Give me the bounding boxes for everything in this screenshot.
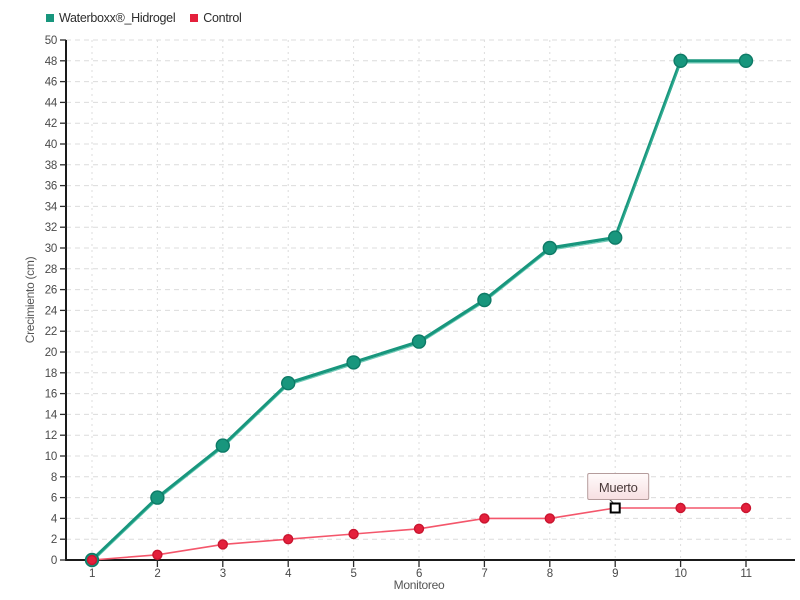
data-point bbox=[281, 376, 296, 391]
x-tick-label: 10 bbox=[674, 568, 686, 580]
y-tick-label: 28 bbox=[45, 264, 57, 276]
data-point bbox=[544, 513, 555, 524]
annotation-label: Muerto bbox=[599, 480, 638, 495]
y-tick-label: 12 bbox=[45, 430, 57, 442]
x-tick-label: 9 bbox=[612, 568, 618, 580]
data-point bbox=[217, 539, 229, 550]
x-tick-label: 4 bbox=[285, 568, 292, 580]
y-tick-label: 30 bbox=[45, 243, 57, 255]
waterboxx-hidrogel-legend-label: Waterboxx®_Hidrogel bbox=[59, 11, 176, 25]
y-tick-label: 32 bbox=[45, 222, 57, 234]
data-point bbox=[150, 490, 165, 505]
data-point bbox=[411, 334, 427, 349]
y-tick-label: 20 bbox=[45, 347, 57, 359]
y-tick-label: 10 bbox=[45, 451, 57, 463]
y-tick-label: 6 bbox=[51, 493, 57, 505]
x-tick-label: 5 bbox=[351, 568, 357, 580]
data-point bbox=[608, 230, 623, 245]
data-point bbox=[675, 502, 686, 514]
data-point bbox=[479, 513, 490, 524]
y-tick-label: 4 bbox=[51, 513, 58, 525]
y-tick-label: 8 bbox=[51, 472, 57, 484]
x-tick-label: 7 bbox=[481, 568, 487, 580]
data-point bbox=[477, 292, 492, 308]
y-tick-label: 50 bbox=[45, 35, 57, 47]
control-swatch-icon bbox=[190, 14, 199, 22]
y-tick-label: 16 bbox=[45, 389, 57, 401]
data-point bbox=[346, 355, 361, 370]
x-tick-label: 6 bbox=[416, 568, 422, 580]
y-tick-label: 34 bbox=[45, 201, 58, 213]
y-tick-label: 22 bbox=[45, 326, 57, 338]
x-axis-title: Monitoreo bbox=[394, 578, 445, 592]
y-tick-label: 44 bbox=[45, 97, 58, 109]
y-tick-label: 36 bbox=[45, 181, 57, 193]
data-point bbox=[283, 534, 294, 545]
y-tick-label: 18 bbox=[45, 368, 57, 380]
data-point bbox=[413, 523, 425, 534]
legend: Waterboxx®_Hidrogel Control bbox=[46, 11, 242, 25]
y-tick-label: 24 bbox=[45, 305, 58, 317]
x-tick-label: 8 bbox=[547, 568, 553, 580]
y-tick-label: 48 bbox=[45, 56, 57, 68]
data-point bbox=[215, 438, 231, 453]
y-tick-label: 14 bbox=[45, 409, 58, 421]
tick-labels: 0246810121416182022242628303234363840424… bbox=[45, 35, 752, 580]
legend-item-waterboxx-hidrogel: Waterboxx®_Hidrogel bbox=[46, 11, 176, 25]
axes bbox=[60, 39, 795, 567]
y-axis-title: Crecimiento (cm) bbox=[23, 256, 37, 343]
annotation-box bbox=[587, 473, 650, 500]
annotation-dead-point-marker bbox=[609, 502, 621, 514]
y-tick-label: 0 bbox=[51, 555, 57, 567]
data-point bbox=[542, 240, 557, 256]
data-point bbox=[86, 554, 98, 566]
data-point bbox=[673, 53, 688, 68]
data-point bbox=[152, 549, 163, 560]
y-tick-label: 42 bbox=[45, 118, 57, 130]
data-point bbox=[348, 528, 359, 540]
y-tick-label: 40 bbox=[45, 139, 57, 151]
y-tick-label: 2 bbox=[51, 534, 57, 546]
x-tick-label: 1 bbox=[89, 568, 95, 580]
x-tick-label: 11 bbox=[740, 568, 751, 580]
x-tick-label: 3 bbox=[220, 568, 226, 580]
y-tick-label: 46 bbox=[45, 77, 57, 89]
waterboxx-hidrogel-swatch-icon bbox=[46, 14, 54, 22]
y-tick-label: 26 bbox=[45, 285, 57, 297]
data-point bbox=[740, 502, 752, 514]
y-tick-label: 38 bbox=[45, 160, 57, 172]
legend-item-control: Control bbox=[190, 11, 242, 25]
data-point bbox=[738, 53, 754, 68]
control-legend-label: Control bbox=[203, 11, 242, 25]
annotation-muerto: Muerto bbox=[587, 473, 650, 514]
x-tick-label: 2 bbox=[154, 568, 160, 580]
